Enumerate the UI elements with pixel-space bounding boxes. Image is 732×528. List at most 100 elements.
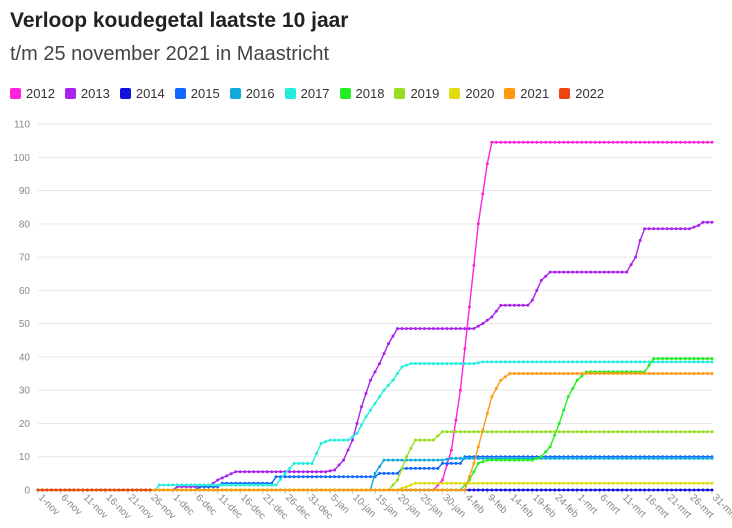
point-2021 <box>306 488 310 492</box>
point-2013 <box>373 370 377 374</box>
y-tick-label: 100 <box>13 153 30 164</box>
point-2013 <box>539 278 543 282</box>
point-2016 <box>463 456 467 460</box>
point-2020 <box>436 481 440 485</box>
point-2019 <box>661 430 665 434</box>
point-2013 <box>256 470 260 474</box>
y-tick-label: 80 <box>19 219 31 230</box>
point-2017 <box>369 408 372 412</box>
legend-item-2017[interactable]: 2017 <box>284 86 330 101</box>
point-2021 <box>445 488 449 492</box>
point-2021 <box>400 488 404 492</box>
point-2018 <box>485 458 489 462</box>
point-2015 <box>364 475 368 479</box>
point-2015 <box>360 475 363 479</box>
point-2017 <box>202 483 206 487</box>
legend-item-2014[interactable]: 2014 <box>119 86 165 101</box>
point-2019 <box>683 430 687 434</box>
point-2015 <box>449 461 453 465</box>
legend-item-2019[interactable]: 2019 <box>394 86 439 101</box>
point-2018 <box>674 357 678 361</box>
point-2013 <box>337 463 341 467</box>
legend-label: 2018 <box>355 86 385 101</box>
legend-item-2021[interactable]: 2021 <box>504 86 549 101</box>
point-2013 <box>391 334 395 338</box>
point-2017 <box>283 471 287 475</box>
point-2012 <box>454 418 458 422</box>
point-2020 <box>422 481 426 485</box>
point-2013 <box>535 288 539 292</box>
point-2014 <box>661 488 665 492</box>
legend-item-2020[interactable]: 2020 <box>449 86 494 101</box>
point-2015 <box>292 475 296 479</box>
point-2012 <box>521 140 525 144</box>
point-2017 <box>449 362 453 366</box>
point-2016 <box>620 456 624 460</box>
y-tick-label: 70 <box>19 253 31 264</box>
point-2013 <box>297 470 301 474</box>
point-2021 <box>211 488 215 492</box>
point-2014 <box>557 488 561 492</box>
point-2013 <box>503 303 507 307</box>
point-2021 <box>283 488 287 492</box>
point-2020 <box>530 481 534 485</box>
point-2020 <box>625 481 629 485</box>
point-2014 <box>535 488 539 492</box>
point-2021 <box>683 372 687 375</box>
point-2021 <box>679 372 682 375</box>
x-tick-label: 19-feb <box>530 492 558 520</box>
point-2021 <box>431 488 435 492</box>
chart-title: Verloop koudegetal laatste 10 jaar <box>10 9 349 32</box>
point-2021 <box>422 488 426 492</box>
point-2022 <box>94 488 98 492</box>
point-2012 <box>616 140 620 144</box>
legend-item-2018[interactable]: 2018 <box>339 86 385 101</box>
point-2017 <box>683 360 687 364</box>
point-2013 <box>616 270 620 274</box>
legend-item-2012[interactable]: 2012 <box>10 86 55 101</box>
point-2017 <box>342 438 345 442</box>
point-2021 <box>499 378 503 382</box>
point-2021 <box>193 488 197 492</box>
point-2021 <box>396 488 399 492</box>
point-2017 <box>310 461 314 465</box>
point-2012 <box>620 140 624 144</box>
point-2018 <box>706 357 709 361</box>
legend-item-2016[interactable]: 2016 <box>229 86 275 101</box>
point-2013 <box>400 327 404 331</box>
point-2013 <box>553 270 557 274</box>
point-2012 <box>562 140 566 144</box>
point-2014 <box>629 488 633 492</box>
point-2021 <box>575 372 579 375</box>
point-2021 <box>274 488 278 492</box>
y-tick-label: 20 <box>19 419 31 430</box>
point-2015 <box>346 475 350 479</box>
point-2014 <box>472 488 476 492</box>
point-2019 <box>643 430 647 434</box>
point-2017 <box>234 483 238 487</box>
point-2020 <box>616 481 620 485</box>
point-2017 <box>422 362 426 366</box>
point-2019 <box>665 430 669 434</box>
point-2015 <box>319 475 323 479</box>
point-2017 <box>346 438 350 442</box>
legend-item-2022[interactable]: 2022 <box>559 86 604 101</box>
series-line-2017 <box>38 361 712 491</box>
point-2013 <box>292 470 296 474</box>
point-2014 <box>679 488 682 492</box>
legend-item-2013[interactable]: 2013 <box>64 86 110 101</box>
point-2017 <box>638 360 642 364</box>
point-2018 <box>647 363 651 367</box>
point-2013 <box>530 298 534 302</box>
point-2015 <box>387 471 390 475</box>
point-2014 <box>544 488 548 492</box>
point-2019 <box>602 430 606 434</box>
point-2017 <box>665 360 669 364</box>
point-2021 <box>454 488 458 492</box>
point-2018 <box>661 357 665 361</box>
point-2021 <box>629 372 633 375</box>
point-2015 <box>382 471 386 475</box>
legend-item-2015[interactable]: 2015 <box>174 86 220 101</box>
point-2012 <box>656 140 660 144</box>
point-2013 <box>270 470 274 474</box>
